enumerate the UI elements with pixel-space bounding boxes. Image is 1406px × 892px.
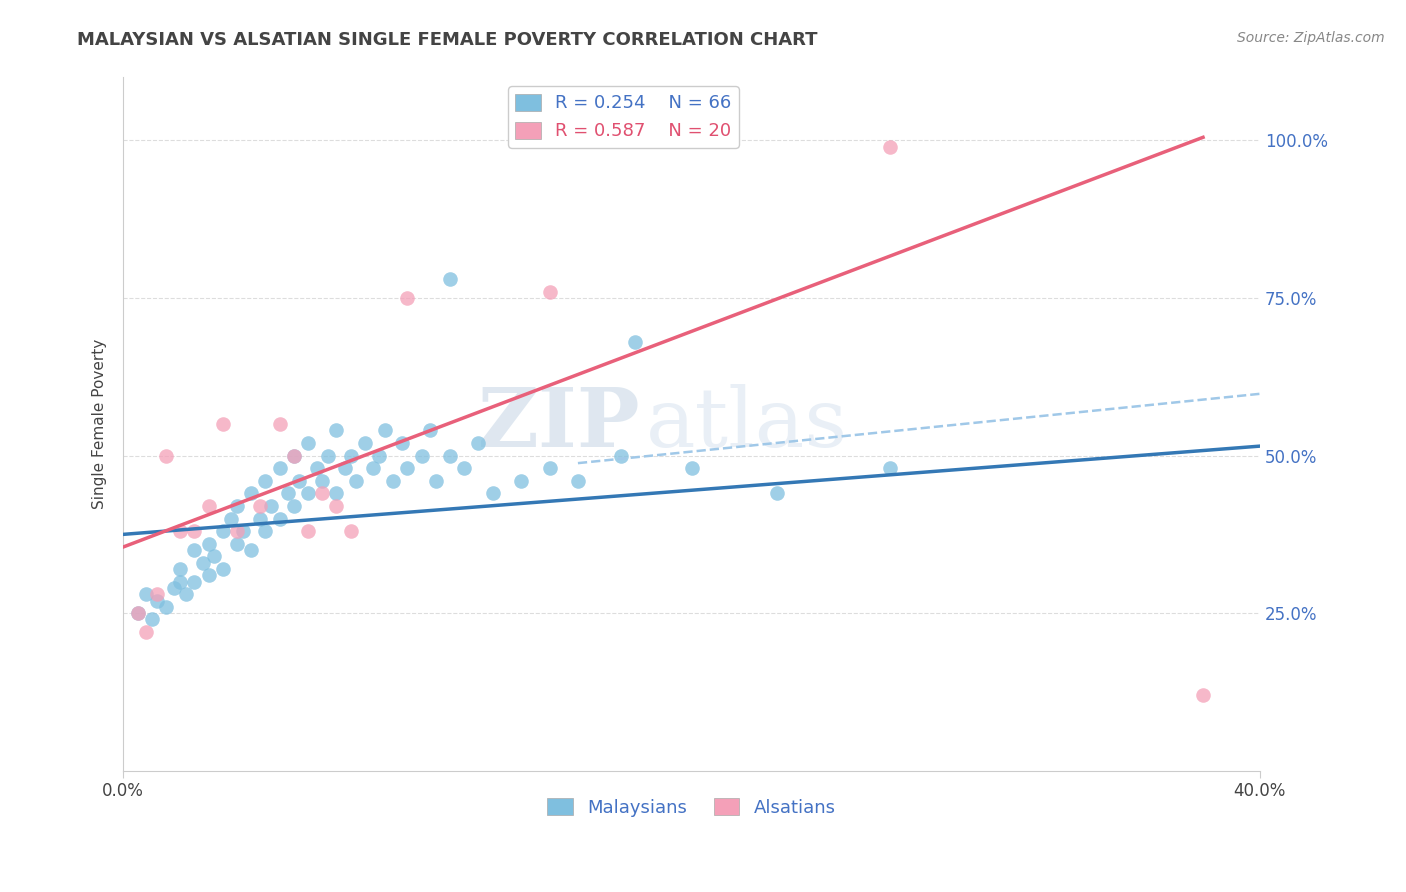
Point xyxy=(127,606,149,620)
Point xyxy=(311,474,333,488)
Point xyxy=(211,562,233,576)
Point xyxy=(269,511,291,525)
Point xyxy=(609,449,631,463)
Point xyxy=(163,581,186,595)
Point xyxy=(232,524,254,539)
Point xyxy=(374,423,396,437)
Point xyxy=(197,537,219,551)
Point xyxy=(623,335,645,350)
Point xyxy=(439,272,461,286)
Point xyxy=(316,449,339,463)
Point xyxy=(211,524,233,539)
Point xyxy=(766,486,789,500)
Point xyxy=(155,449,177,463)
Point xyxy=(146,587,169,601)
Point xyxy=(325,423,347,437)
Point xyxy=(226,524,249,539)
Point xyxy=(127,606,149,620)
Legend: Malaysians, Alsatians: Malaysians, Alsatians xyxy=(540,791,844,824)
Point xyxy=(467,436,489,450)
Point xyxy=(183,574,205,589)
Point xyxy=(254,524,277,539)
Point xyxy=(146,593,169,607)
Point xyxy=(169,524,191,539)
Text: MALAYSIAN VS ALSATIAN SINGLE FEMALE POVERTY CORRELATION CHART: MALAYSIAN VS ALSATIAN SINGLE FEMALE POVE… xyxy=(77,31,818,49)
Point xyxy=(411,449,433,463)
Point xyxy=(311,486,333,500)
Point xyxy=(325,499,347,513)
Point xyxy=(353,436,375,450)
Point xyxy=(254,474,277,488)
Point xyxy=(879,140,901,154)
Point xyxy=(174,587,197,601)
Point xyxy=(339,524,361,539)
Text: Source: ZipAtlas.com: Source: ZipAtlas.com xyxy=(1237,31,1385,45)
Point xyxy=(183,524,205,539)
Point xyxy=(391,436,413,450)
Point xyxy=(344,474,367,488)
Point xyxy=(396,461,419,475)
Point xyxy=(269,461,291,475)
Point xyxy=(333,461,356,475)
Point xyxy=(169,574,191,589)
Point xyxy=(240,486,263,500)
Point xyxy=(211,417,233,431)
Y-axis label: Single Female Poverty: Single Female Poverty xyxy=(93,339,107,509)
Point xyxy=(1192,688,1215,702)
Point xyxy=(260,499,283,513)
Point xyxy=(155,599,177,614)
Point xyxy=(510,474,533,488)
Point xyxy=(368,449,391,463)
Point xyxy=(481,486,503,500)
Point xyxy=(382,474,405,488)
Point xyxy=(538,461,561,475)
Point xyxy=(297,436,319,450)
Point xyxy=(297,486,319,500)
Point xyxy=(169,562,191,576)
Point xyxy=(879,461,901,475)
Point xyxy=(283,449,305,463)
Point xyxy=(219,511,242,525)
Point xyxy=(439,449,461,463)
Point xyxy=(396,291,419,305)
Point xyxy=(425,474,447,488)
Point xyxy=(538,285,561,299)
Point xyxy=(226,537,249,551)
Point xyxy=(681,461,703,475)
Text: atlas: atlas xyxy=(647,384,848,464)
Point xyxy=(226,499,249,513)
Point xyxy=(197,568,219,582)
Point xyxy=(297,524,319,539)
Point xyxy=(453,461,475,475)
Point xyxy=(202,549,225,564)
Point xyxy=(183,543,205,558)
Point xyxy=(135,625,157,640)
Point xyxy=(325,486,347,500)
Point xyxy=(240,543,263,558)
Point xyxy=(277,486,299,500)
Point xyxy=(269,417,291,431)
Point xyxy=(283,449,305,463)
Text: ZIP: ZIP xyxy=(478,384,641,464)
Point xyxy=(249,499,271,513)
Point xyxy=(141,612,163,626)
Point xyxy=(288,474,311,488)
Point xyxy=(249,511,271,525)
Point xyxy=(567,474,589,488)
Point xyxy=(283,499,305,513)
Point xyxy=(191,556,214,570)
Point xyxy=(197,499,219,513)
Point xyxy=(305,461,328,475)
Point xyxy=(419,423,441,437)
Point xyxy=(363,461,385,475)
Point xyxy=(339,449,361,463)
Point xyxy=(135,587,157,601)
